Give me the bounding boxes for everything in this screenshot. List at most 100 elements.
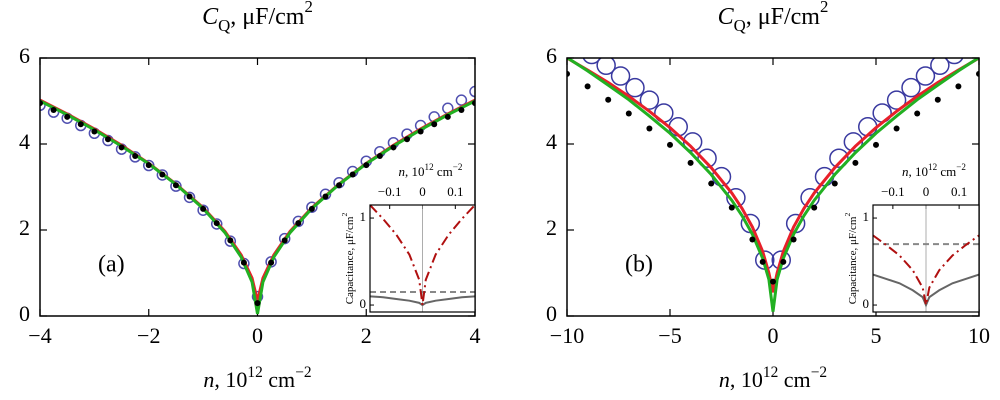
inset-x-label-part: n [399, 164, 406, 179]
circle-marker [224, 235, 237, 247]
circle-marker [886, 90, 907, 110]
dot-marker [200, 205, 207, 212]
dot-marker [605, 96, 612, 103]
dot-marker [934, 96, 941, 103]
inset-x-label-part: cm [937, 164, 956, 179]
plot-area [567, 35, 979, 312]
circle-marker [930, 58, 950, 76]
circle-marker [596, 58, 616, 76]
panel-label: (a) [98, 252, 125, 278]
x-axis-label-part: −2 [295, 364, 311, 381]
dot-marker [458, 107, 465, 114]
x-axis-label: n, 1012 cm−2 [203, 364, 311, 392]
dot-marker [431, 121, 438, 128]
dot-marker [728, 204, 735, 211]
inset-x-label-part: 12 [928, 162, 938, 172]
dot-marker [749, 236, 756, 243]
dot-marker [227, 237, 234, 244]
x-axis-label-part: n [719, 367, 730, 392]
circle-marker [40, 99, 46, 112]
dot-marker [404, 136, 411, 143]
inset-y-tick-label: 0 [360, 296, 367, 311]
circle-marker [829, 148, 849, 168]
inset-y-label-part: Capacitance, μF/cm [344, 216, 356, 304]
inset-x-tick-label: 0.1 [447, 184, 463, 199]
circle-marker [469, 85, 475, 98]
inset-plot [873, 234, 979, 308]
circle-marker [210, 218, 223, 230]
dot-marker [186, 193, 193, 200]
circle-marker [455, 94, 468, 106]
panel-label: (b) [625, 252, 653, 278]
dot-marker [64, 113, 71, 120]
y-tick-label: 4 [19, 129, 30, 154]
dot-marker [77, 121, 84, 128]
circle-marker [183, 191, 196, 204]
frame [566, 57, 980, 317]
x-tick-label: 2 [361, 323, 372, 348]
dot-marker [770, 278, 776, 285]
x-tick-label: 0 [768, 323, 779, 348]
chart-title-part: Q [218, 16, 230, 35]
x-axis-label-part: n [203, 367, 214, 392]
inset-x-tick-label: −0.1 [378, 184, 402, 199]
inset-x-label: n, 1012 cm−2 [399, 162, 463, 179]
circle-marker [610, 66, 631, 86]
circle-marker [639, 90, 660, 110]
x-tick-label: 10 [968, 323, 990, 348]
curve [873, 273, 979, 308]
y-tick-label: 6 [546, 43, 557, 68]
y-tick-label: 4 [546, 129, 557, 154]
frame [39, 57, 476, 317]
chart-title-part: , μF/cm [230, 4, 305, 30]
dot-marker [349, 171, 356, 178]
circle-marker [915, 66, 936, 86]
inset-x-label-part: −2 [956, 162, 966, 172]
dot-marker [708, 180, 715, 187]
dot-marker [390, 144, 397, 151]
curve [567, 58, 979, 293]
dot-marker [268, 259, 275, 266]
dot-marker [336, 182, 343, 189]
inset-x-label-part: −2 [453, 162, 463, 172]
inset-y-label: Capacitance, μF/cm2 [340, 213, 355, 305]
inset-y-label-part: 2 [843, 213, 852, 217]
inset-y-label: Capacitance, μF/cm2 [843, 213, 858, 305]
circle-marker [901, 77, 921, 98]
circle-marker [582, 58, 601, 65]
curve [370, 295, 475, 307]
dot-marker [322, 193, 329, 200]
x-tick-label: −5 [658, 323, 681, 348]
inset-x-label-part: , 10 [909, 164, 929, 179]
y-tick-label: 0 [546, 301, 557, 326]
inset-y-label-part: 2 [340, 213, 349, 217]
dot-marker [646, 125, 653, 132]
circle-marker [945, 58, 964, 65]
dot-marker [213, 220, 220, 227]
circle-marker [625, 77, 645, 98]
dot-marker [295, 220, 302, 227]
y-tick-label: 6 [19, 43, 30, 68]
dot-marker [811, 204, 818, 211]
chart-title: CQ, μF/cm2 [718, 0, 829, 35]
x-tick-label: −10 [550, 323, 584, 348]
circle-marker [568, 35, 586, 53]
dot-marker [955, 83, 962, 90]
curve [873, 234, 979, 306]
dot-marker [281, 237, 288, 244]
chart-title-part: 2 [304, 0, 312, 16]
inset-x-tick-label: 0.1 [951, 184, 967, 199]
chart-title-part: 2 [820, 0, 828, 16]
inset-x-label-part: 12 [425, 162, 435, 172]
dot-marker [145, 162, 152, 169]
dot-marker [172, 182, 179, 189]
x-axis-label-part: 12 [763, 364, 778, 381]
x-tick-label: −4 [28, 323, 51, 348]
circle-marker [278, 232, 291, 245]
inset-frame [872, 204, 980, 313]
dot-marker [667, 141, 673, 148]
inset-y-tick-label: 0 [863, 296, 870, 311]
inset-y-label-part: Capacitance, μF/cm [847, 216, 859, 304]
inset-plot [370, 205, 475, 307]
x-tick-label: −2 [137, 323, 160, 348]
